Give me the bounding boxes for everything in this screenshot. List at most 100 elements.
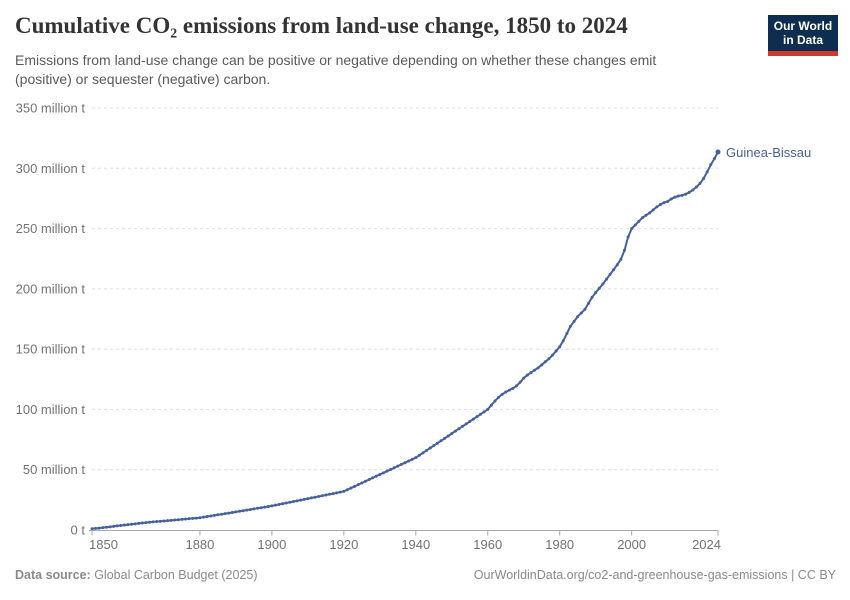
- logo-line-2: in Data: [782, 32, 823, 47]
- x-tick-label: 1900: [257, 537, 286, 552]
- data-point: [338, 490, 342, 494]
- data-point: [94, 526, 98, 530]
- attribution-link[interactable]: OurWorldinData.org/co2-and-greenhouse-ga…: [473, 568, 836, 582]
- data-point: [432, 444, 436, 448]
- data-point: [349, 486, 353, 490]
- data-point: [428, 446, 432, 450]
- data-point: [317, 494, 321, 498]
- data-point: [604, 277, 608, 281]
- x-tick-label: 1920: [329, 537, 358, 552]
- data-point: [529, 371, 533, 375]
- data-point: [227, 511, 231, 515]
- data-line[interactable]: [91, 151, 719, 530]
- data-point: [119, 524, 123, 528]
- y-tick-label: 300 million t: [16, 161, 86, 176]
- logo-line-1: Our World: [773, 19, 833, 33]
- data-point: [202, 515, 206, 519]
- data-point: [374, 474, 378, 478]
- data-point: [122, 523, 126, 527]
- data-point: [360, 481, 364, 485]
- data-point: [612, 268, 616, 272]
- data-point: [586, 301, 590, 305]
- data-point: [615, 263, 619, 267]
- data-source-text: Global Carbon Budget (2025): [90, 568, 258, 582]
- data-point: [684, 192, 688, 196]
- data-point: [389, 467, 393, 471]
- data-point: [104, 525, 108, 529]
- data-point: [291, 500, 295, 504]
- data-point: [403, 461, 407, 465]
- data-point: [558, 345, 562, 349]
- data-point: [518, 380, 522, 384]
- data-point: [637, 219, 641, 223]
- data-point: [630, 227, 634, 231]
- data-point: [482, 410, 486, 414]
- data-point: [273, 503, 277, 507]
- data-point: [572, 319, 576, 323]
- data-point: [648, 211, 652, 215]
- data-point: [266, 504, 270, 508]
- data-point: [335, 491, 339, 495]
- data-point: [493, 399, 497, 403]
- y-tick-label: 0 t: [71, 523, 86, 538]
- page-title: Cumulative CO₂ emissions from land-use c…: [15, 13, 628, 38]
- x-tick-label: 1960: [473, 537, 502, 552]
- data-point: [475, 415, 479, 419]
- y-tick-label: 200 million t: [16, 281, 86, 296]
- data-point: [191, 516, 195, 520]
- data-source-label: Data source:: [15, 568, 91, 582]
- data-point: [597, 286, 601, 290]
- data-point: [245, 508, 249, 512]
- x-tick-label: 2000: [617, 537, 646, 552]
- data-point: [680, 193, 684, 197]
- data-point: [220, 512, 224, 516]
- data-point: [363, 479, 367, 483]
- data-point: [385, 469, 389, 473]
- data-point: [223, 512, 227, 516]
- x-tick-label: 2024: [692, 537, 721, 552]
- data-point: [137, 521, 141, 525]
- data-point: [543, 360, 547, 364]
- owid-logo[interactable]: Our World in Data: [768, 15, 838, 56]
- data-point: [309, 496, 313, 500]
- data-point: [248, 508, 252, 512]
- data-point: [676, 194, 680, 198]
- data-point: [414, 456, 418, 460]
- data-point: [101, 526, 105, 530]
- data-point: [410, 457, 414, 461]
- page-subtitle: Emissions from land-use change can be po…: [15, 52, 657, 88]
- data-point: [673, 195, 677, 199]
- data-point: [489, 403, 493, 407]
- y-tick-label: 100 million t: [16, 402, 86, 417]
- data-point: [133, 522, 137, 526]
- data-point: [522, 376, 526, 380]
- y-tick-label: 250 million t: [16, 221, 86, 236]
- data-point: [277, 502, 281, 506]
- data-point: [209, 514, 213, 518]
- data-point: [126, 523, 130, 527]
- data-point: [655, 205, 659, 209]
- data-point: [306, 497, 310, 501]
- data-point: [151, 520, 155, 524]
- series-label[interactable]: Guinea-Bissau: [726, 145, 812, 160]
- data-point: [115, 524, 119, 528]
- x-tick-label: 1980: [545, 537, 574, 552]
- data-point: [263, 505, 267, 509]
- x-tick-label: 1880: [185, 537, 214, 552]
- data-point: [583, 307, 587, 311]
- data-point: [324, 493, 328, 497]
- data-point: [130, 522, 134, 526]
- data-point: [255, 506, 259, 510]
- data-point: [216, 513, 220, 517]
- data-point: [90, 527, 94, 531]
- data-point: [112, 524, 116, 528]
- data-point: [536, 366, 540, 370]
- data-point: [342, 489, 346, 493]
- data-point: [712, 157, 716, 161]
- y-tick-label: 350 million t: [16, 101, 86, 116]
- data-point: [378, 473, 382, 477]
- data-point: [140, 521, 144, 525]
- data-point: [148, 520, 152, 524]
